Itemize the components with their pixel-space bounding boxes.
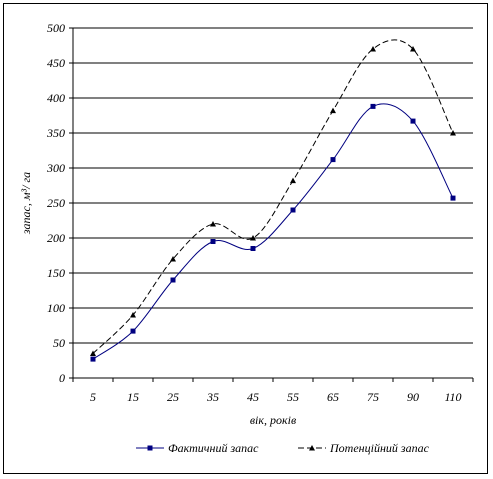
x-axis-title: вік, років: [250, 413, 296, 427]
legend: Фактичний запас Потенційний запас: [136, 441, 430, 455]
data-point: [250, 246, 256, 251]
x-tick-label: 65: [327, 390, 339, 404]
legend-marker: [147, 445, 153, 451]
data-point: [290, 207, 296, 213]
y-tick-label: 0: [59, 371, 65, 385]
x-tick-label: 35: [206, 390, 219, 404]
x-tick-label: 110: [444, 390, 461, 404]
x-tick-label: 25: [167, 390, 179, 404]
data-point: [170, 256, 176, 262]
data-point: [210, 239, 216, 244]
data-point: [90, 356, 96, 362]
data-point: [410, 46, 416, 52]
data-point: [330, 107, 336, 114]
y-tick-label: 100: [47, 301, 65, 315]
series-line: [92, 39, 454, 354]
y-tick-label: 250: [47, 196, 65, 210]
data-point: [250, 235, 256, 241]
data-point: [170, 277, 176, 283]
x-tick-label: 45: [247, 390, 259, 404]
data-point: [130, 328, 136, 334]
data-point: [90, 350, 96, 356]
data-point: [370, 46, 376, 52]
legend-label: Потенційний запас: [329, 441, 430, 455]
y-tick-label: 300: [46, 161, 65, 175]
x-tick-label: 5: [90, 390, 96, 404]
series-2: [90, 39, 456, 356]
y-tick-label: 400: [47, 91, 65, 105]
x-tick-label: 90: [407, 390, 419, 404]
data-point: [450, 130, 456, 136]
y-tick-label: 350: [46, 126, 65, 140]
y-tick-label: 150: [47, 266, 65, 280]
y-tick-label: 500: [47, 21, 65, 35]
data-point: [330, 157, 336, 163]
y-tick-label: 450: [47, 56, 65, 70]
series-group: [90, 39, 456, 362]
data-point: [410, 118, 416, 124]
legend-item: Потенційний запас: [298, 441, 430, 455]
x-tick-label: 55: [287, 390, 299, 404]
x-tick-label: 75: [367, 390, 379, 404]
series-1: [90, 103, 456, 362]
data-point: [130, 312, 136, 318]
data-point: [210, 221, 216, 227]
legend-label: Фактичний запас: [168, 441, 259, 455]
x-tick-labels: 5 15 25 35 45 55 65 75 90 110: [72, 378, 474, 404]
x-tick-label: 15: [127, 390, 139, 404]
legend-marker: [309, 445, 315, 451]
data-point: [370, 103, 376, 109]
legend-item: Фактичний запас: [136, 441, 259, 455]
y-tick-label: 200: [47, 231, 65, 245]
data-point: [290, 177, 296, 184]
data-point: [450, 195, 456, 201]
gridlines: [73, 27, 473, 344]
series-line: [92, 103, 454, 360]
y-tick-labels: 0 50 100 150 200 250 300 350 400 450 500: [46, 21, 73, 385]
y-tick-label: 50: [53, 336, 65, 350]
y-axis-title: запас, м³/ га: [19, 172, 33, 235]
